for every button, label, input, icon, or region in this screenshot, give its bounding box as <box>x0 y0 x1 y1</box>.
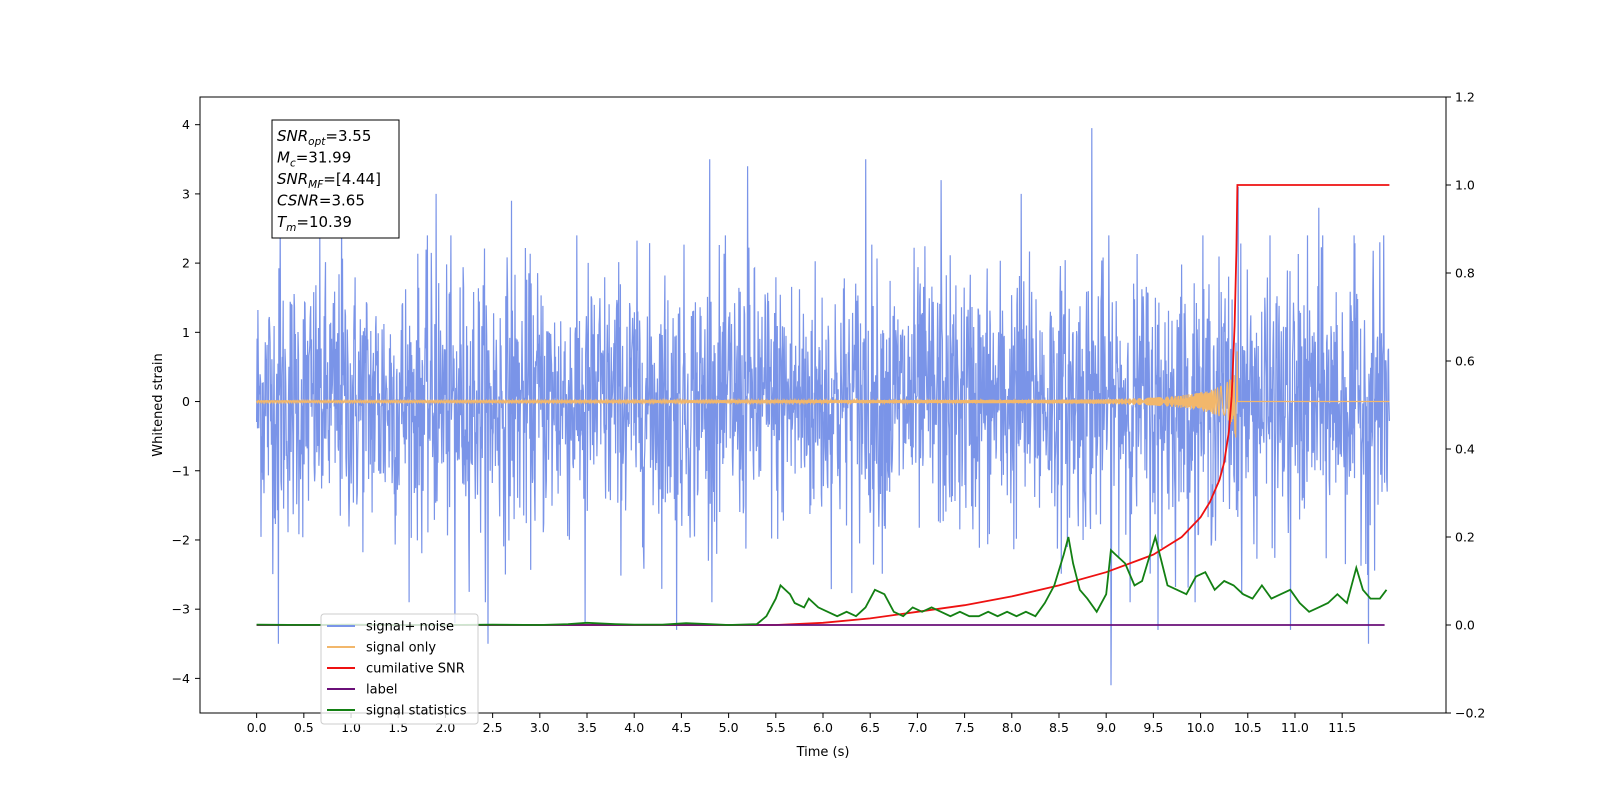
annotation-line: Mc=31.99 <box>277 149 351 170</box>
y2-tick-label: 0.2 <box>1455 530 1475 545</box>
x-tick-label: 7.0 <box>907 720 927 735</box>
annotation-symbol: SNR <box>277 170 308 188</box>
annotation-line: SNRMF=[4.44] <box>277 170 381 191</box>
legend-label: signal only <box>366 641 436 656</box>
y-tick-label: 0 <box>182 394 190 409</box>
x-tick-label: 10.5 <box>1234 720 1262 735</box>
legend-label: cumilative SNR <box>366 662 465 677</box>
x-tick-label: 10.0 <box>1187 720 1215 735</box>
x-tick-label: 2.5 <box>483 720 503 735</box>
x-tick-label: 5.0 <box>719 720 739 735</box>
annotation-subscript: MF <box>308 179 324 191</box>
signal-only-line <box>256 351 1390 438</box>
y-tick-label: −3 <box>172 602 190 617</box>
y-tick-label: −1 <box>172 463 190 478</box>
x-tick-label: 0.0 <box>247 720 267 735</box>
y2-tick-label: 1.0 <box>1455 178 1475 193</box>
y-tick-label: 1 <box>182 325 190 340</box>
x-tick-label: 5.5 <box>766 720 786 735</box>
x-tick-label: 6.0 <box>813 720 833 735</box>
y2-tick-label: 0.4 <box>1455 442 1475 457</box>
annotation-line: Tm=10.39 <box>277 213 352 234</box>
annotation-symbol: CSNR <box>277 192 319 210</box>
annotation-subscript: opt <box>308 136 326 148</box>
annotation-subscript: c <box>290 158 296 170</box>
series-signal-only <box>256 351 1390 438</box>
signal-noise-line <box>256 128 1390 686</box>
y2-tick-label: −0.2 <box>1455 706 1485 721</box>
x-tick-label: 7.5 <box>955 720 975 735</box>
legend-frame <box>320 613 479 725</box>
annotation-box: SNRopt=3.55Mc=31.99SNRMF=[4.44]CSNR=3.65… <box>271 119 400 239</box>
cumilative-snr-line <box>256 184 1390 626</box>
annotation-line: SNRopt=3.55 <box>277 127 371 148</box>
annotation-symbol: M <box>277 149 290 167</box>
annotation-frame <box>271 119 400 239</box>
y2-tick-label: 0.6 <box>1455 354 1475 369</box>
legend-item: signal statistics <box>327 704 467 719</box>
y-tick-label: 2 <box>182 256 190 271</box>
x-tick-label: 11.0 <box>1281 720 1309 735</box>
annotation-value: =31.99 <box>296 149 352 167</box>
y-tick-label: −2 <box>172 532 190 547</box>
legend-label: signal statistics <box>366 704 467 719</box>
series-signal-statistics <box>256 533 1388 626</box>
x-tick-label: 8.5 <box>1049 720 1069 735</box>
legend-item: signal+ noise <box>327 620 454 635</box>
x-tick-label: 9.5 <box>1143 720 1163 735</box>
annotation-symbol: SNR <box>277 127 308 145</box>
x-tick-label: 4.0 <box>624 720 644 735</box>
x-tick-label: 3.0 <box>530 720 550 735</box>
annotation-value: =10.39 <box>296 213 352 231</box>
legend-item: label <box>327 683 397 698</box>
y2-tick-label: 0.0 <box>1455 618 1475 633</box>
annotation-subscript: m <box>286 222 296 234</box>
series-layer <box>256 128 1390 686</box>
x-tick-label: 4.5 <box>671 720 691 735</box>
series-signal-noise <box>256 128 1390 686</box>
x-tick-label: 3.5 <box>577 720 597 735</box>
y2-tick-label: 1.2 <box>1455 90 1475 105</box>
annotation-symbol: T <box>277 213 288 231</box>
annotation-line: CSNR=3.65 <box>277 192 365 210</box>
x-tick-label: 8.0 <box>1002 720 1022 735</box>
annotation-value: =[4.44] <box>323 170 381 188</box>
legend-label: label <box>366 683 397 698</box>
signal-statistics-line <box>256 533 1388 626</box>
x-tick-label: 6.5 <box>860 720 880 735</box>
y-tick-label: 3 <box>182 186 190 201</box>
x-tick-label: 0.5 <box>294 720 314 735</box>
x-tick-label: 9.0 <box>1096 720 1116 735</box>
legend-item: cumilative SNR <box>327 662 465 677</box>
series-cumilative-snr <box>256 184 1390 626</box>
annotation-value: =3.65 <box>319 192 365 210</box>
y-tick-label: −4 <box>172 671 190 686</box>
y2-tick-label: 0.8 <box>1455 266 1475 281</box>
legend-item: signal only <box>327 641 436 656</box>
legend-label: signal+ noise <box>366 620 454 635</box>
x-axis-label: Time (s) <box>796 745 850 760</box>
annotation-value: =3.55 <box>325 127 371 145</box>
y-tick-label: 4 <box>182 117 190 132</box>
legend: signal+ noise signal only cumilative SNR la… <box>320 613 479 725</box>
y-axis-label: Whitened strain <box>151 353 166 456</box>
x-tick-label: 11.5 <box>1328 720 1356 735</box>
